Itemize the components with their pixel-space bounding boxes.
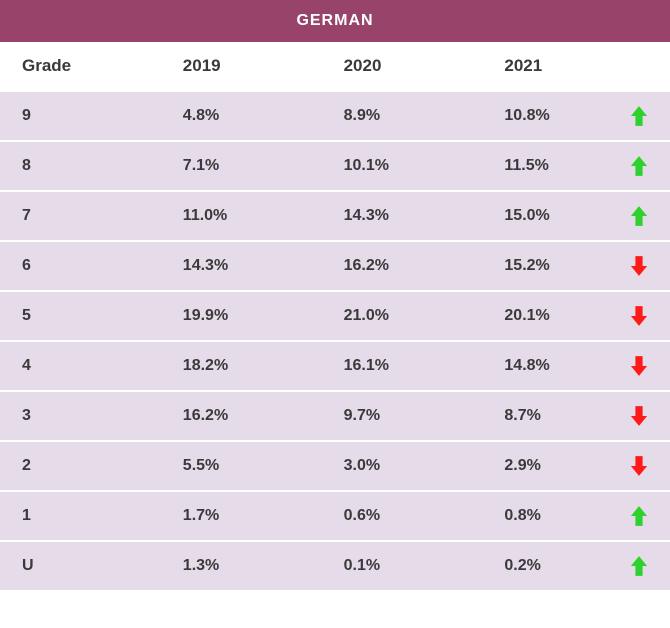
cell-2021-value: 2.9% — [504, 457, 540, 475]
cell-2021-value: 14.8% — [504, 357, 549, 375]
cell-2021: 11.5% — [482, 141, 670, 191]
cell-2021: 15.2% — [482, 241, 670, 291]
cell-grade: 5 — [0, 291, 161, 341]
cell-2021: 8.7% — [482, 391, 670, 441]
cell-2020: 16.1% — [322, 341, 483, 391]
cell-2021: 15.0% — [482, 191, 670, 241]
grade-table: Grade 2019 2020 2021 94.8%8.9%10.8%87.1%… — [0, 42, 670, 590]
col-header-2019: 2019 — [161, 42, 322, 91]
cell-2019: 18.2% — [161, 341, 322, 391]
table-row: 94.8%8.9% 10.8% — [0, 91, 670, 141]
table-row: 87.1%10.1% 11.5% — [0, 141, 670, 191]
col-header-2021: 2021 — [482, 42, 670, 91]
trend-down-icon — [630, 455, 648, 477]
cell-grade: 6 — [0, 241, 161, 291]
cell-2019: 16.2% — [161, 391, 322, 441]
cell-2021: 2.9% — [482, 441, 670, 491]
cell-grade: 8 — [0, 141, 161, 191]
trend-up-icon — [630, 105, 648, 127]
cell-2021-value: 15.0% — [504, 207, 549, 225]
cell-2019: 7.1% — [161, 141, 322, 191]
cell-2020: 14.3% — [322, 191, 483, 241]
cell-2021: 0.2% — [482, 541, 670, 590]
grade-table-container: GERMAN Grade 2019 2020 2021 94.8%8.9%10.… — [0, 0, 670, 590]
cell-2021: 20.1% — [482, 291, 670, 341]
cell-2021: 10.8% — [482, 91, 670, 141]
table-row: 418.2%16.1% 14.8% — [0, 341, 670, 391]
cell-2021-value: 0.2% — [504, 557, 540, 575]
table-row: 614.3%16.2% 15.2% — [0, 241, 670, 291]
trend-up-icon — [630, 505, 648, 527]
trend-down-icon — [630, 405, 648, 427]
cell-2020: 0.6% — [322, 491, 483, 541]
cell-2021: 14.8% — [482, 341, 670, 391]
cell-2020: 16.2% — [322, 241, 483, 291]
table-title: GERMAN — [0, 0, 670, 42]
cell-2021-value: 0.8% — [504, 507, 540, 525]
cell-2021-value: 20.1% — [504, 307, 549, 325]
cell-2020: 0.1% — [322, 541, 483, 590]
cell-2019: 19.9% — [161, 291, 322, 341]
cell-2021-value: 8.7% — [504, 407, 540, 425]
cell-grade: 7 — [0, 191, 161, 241]
cell-grade: 1 — [0, 491, 161, 541]
cell-2020: 9.7% — [322, 391, 483, 441]
cell-2019: 1.7% — [161, 491, 322, 541]
cell-grade: 2 — [0, 441, 161, 491]
cell-2021-value: 15.2% — [504, 257, 549, 275]
trend-up-icon — [630, 555, 648, 577]
col-header-grade: Grade — [0, 42, 161, 91]
cell-2019: 1.3% — [161, 541, 322, 590]
table-row: 519.9%21.0% 20.1% — [0, 291, 670, 341]
cell-2020: 3.0% — [322, 441, 483, 491]
table-row: 316.2%9.7% 8.7% — [0, 391, 670, 441]
trend-down-icon — [630, 255, 648, 277]
cell-2021-value: 10.8% — [504, 107, 549, 125]
cell-2021: 0.8% — [482, 491, 670, 541]
cell-2019: 4.8% — [161, 91, 322, 141]
cell-2019: 14.3% — [161, 241, 322, 291]
cell-2019: 5.5% — [161, 441, 322, 491]
table-header-row: Grade 2019 2020 2021 — [0, 42, 670, 91]
cell-2020: 8.9% — [322, 91, 483, 141]
cell-2021-value: 11.5% — [504, 157, 548, 175]
cell-2019: 11.0% — [161, 191, 322, 241]
trend-up-icon — [630, 155, 648, 177]
cell-2020: 10.1% — [322, 141, 483, 191]
col-header-2020: 2020 — [322, 42, 483, 91]
table-row: 11.7%0.6% 0.8% — [0, 491, 670, 541]
cell-2020: 21.0% — [322, 291, 483, 341]
cell-grade: U — [0, 541, 161, 590]
table-row: 711.0%14.3% 15.0% — [0, 191, 670, 241]
trend-up-icon — [630, 205, 648, 227]
cell-grade: 4 — [0, 341, 161, 391]
cell-grade: 9 — [0, 91, 161, 141]
table-row: U1.3%0.1% 0.2% — [0, 541, 670, 590]
trend-down-icon — [630, 355, 648, 377]
cell-grade: 3 — [0, 391, 161, 441]
table-row: 25.5%3.0% 2.9% — [0, 441, 670, 491]
trend-down-icon — [630, 305, 648, 327]
